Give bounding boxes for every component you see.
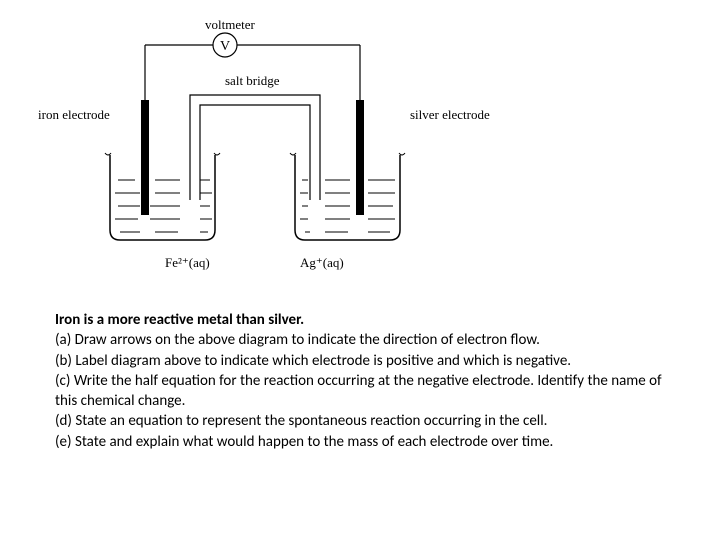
svg-text:V: V xyxy=(220,39,230,54)
question-part-a: (a) Draw arrows on the above diagram to … xyxy=(55,330,665,350)
left-solution-label: Fe²⁺(aq) xyxy=(165,255,210,271)
voltmeter-label: voltmeter xyxy=(205,17,255,33)
question-part-c: (c) Write the half equation for the reac… xyxy=(55,371,665,412)
right-solution-label: Ag⁺(aq) xyxy=(300,255,344,271)
right-electrode-label: silver electrode xyxy=(410,107,490,123)
electrochemical-cell-diagram: V xyxy=(50,15,520,295)
question-part-e: (e) State and explain what would happen … xyxy=(55,432,665,452)
question-text: Iron is a more reactive metal than silve… xyxy=(55,310,665,452)
question-part-d: (d) State an equation to represent the s… xyxy=(55,411,665,431)
question-intro: Iron is a more reactive metal than silve… xyxy=(55,310,665,330)
cell-svg: V xyxy=(50,15,520,295)
question-part-b: (b) Label diagram above to indicate whic… xyxy=(55,351,665,371)
salt-bridge-label: salt bridge xyxy=(225,73,280,89)
left-electrode-label: iron electrode xyxy=(38,107,110,123)
